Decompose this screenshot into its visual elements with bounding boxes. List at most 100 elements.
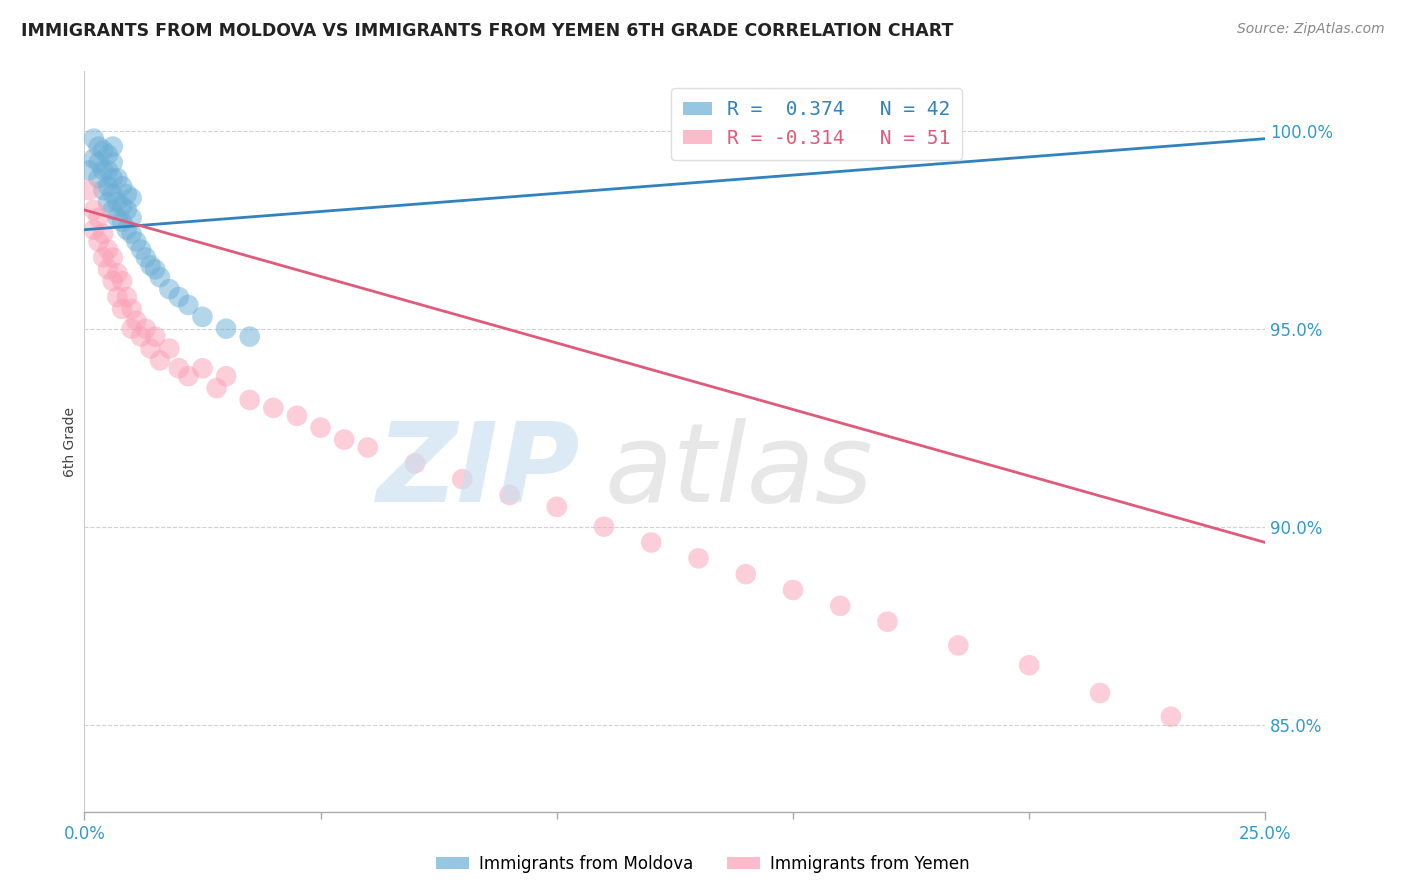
Text: IMMIGRANTS FROM MOLDOVA VS IMMIGRANTS FROM YEMEN 6TH GRADE CORRELATION CHART: IMMIGRANTS FROM MOLDOVA VS IMMIGRANTS FR… <box>21 22 953 40</box>
Point <box>87 211 110 225</box>
Y-axis label: 6th Grade: 6th Grade <box>63 407 77 476</box>
Point <box>87 171 110 186</box>
Point <box>191 310 214 324</box>
Point <box>734 567 756 582</box>
Point <box>125 235 148 249</box>
Point <box>115 187 138 202</box>
Point <box>97 243 120 257</box>
Point <box>115 290 138 304</box>
Point <box>91 251 114 265</box>
Point <box>333 433 356 447</box>
Point <box>97 194 120 209</box>
Point <box>111 215 134 229</box>
Point <box>107 194 129 209</box>
Text: Source: ZipAtlas.com: Source: ZipAtlas.com <box>1237 22 1385 37</box>
Point <box>97 147 120 161</box>
Point <box>121 191 143 205</box>
Point <box>91 163 114 178</box>
Point <box>107 171 129 186</box>
Point <box>87 139 110 153</box>
Point <box>239 392 262 407</box>
Point <box>97 163 120 178</box>
Point <box>498 488 520 502</box>
Point <box>157 342 180 356</box>
Point <box>215 369 238 384</box>
Point <box>111 301 134 316</box>
Point <box>451 472 474 486</box>
Point <box>309 420 332 434</box>
Text: ZIP: ZIP <box>377 417 581 524</box>
Point <box>149 270 172 285</box>
Point <box>91 227 114 241</box>
Point <box>91 144 114 158</box>
Point <box>143 329 166 343</box>
Point <box>177 298 200 312</box>
Point <box>129 243 152 257</box>
Point <box>129 329 152 343</box>
Point <box>593 519 616 533</box>
Point <box>111 179 134 194</box>
Point <box>640 535 662 549</box>
Point <box>121 301 143 316</box>
Point <box>215 322 238 336</box>
Point <box>948 639 970 653</box>
Point <box>688 551 710 566</box>
Point <box>101 155 124 169</box>
Point <box>87 155 110 169</box>
Point <box>121 227 143 241</box>
Point <box>77 163 100 178</box>
Point <box>101 139 124 153</box>
Point <box>876 615 898 629</box>
Point <box>262 401 284 415</box>
Point <box>143 262 166 277</box>
Point <box>167 290 190 304</box>
Point <box>135 251 157 265</box>
Point <box>191 361 214 376</box>
Point <box>83 152 105 166</box>
Point <box>121 322 143 336</box>
Point <box>125 314 148 328</box>
Point <box>177 369 200 384</box>
Point <box>830 599 852 613</box>
Point <box>149 353 172 368</box>
Point <box>1088 686 1111 700</box>
Point <box>135 322 157 336</box>
Point <box>1160 709 1182 723</box>
Point <box>87 235 110 249</box>
Point <box>121 211 143 225</box>
Point <box>101 187 124 202</box>
Legend: Immigrants from Moldova, Immigrants from Yemen: Immigrants from Moldova, Immigrants from… <box>429 848 977 880</box>
Point <box>357 441 380 455</box>
Point <box>115 223 138 237</box>
Point <box>91 183 114 197</box>
Point <box>107 266 129 280</box>
Point <box>77 183 100 197</box>
Point <box>101 202 124 217</box>
Point <box>1018 658 1040 673</box>
Point <box>101 251 124 265</box>
Point <box>139 258 162 272</box>
Point <box>83 131 105 145</box>
Point <box>546 500 568 514</box>
Point <box>97 262 120 277</box>
Point <box>285 409 308 423</box>
Text: atlas: atlas <box>605 417 873 524</box>
Point <box>101 274 124 288</box>
Point <box>205 381 228 395</box>
Point <box>782 582 804 597</box>
Point <box>83 202 105 217</box>
Point <box>404 456 426 470</box>
Point <box>111 199 134 213</box>
Point <box>97 179 120 194</box>
Point <box>239 329 262 343</box>
Point <box>111 274 134 288</box>
Point <box>101 171 124 186</box>
Point <box>107 290 129 304</box>
Point <box>115 202 138 217</box>
Point <box>107 211 129 225</box>
Point <box>167 361 190 376</box>
Legend: R =  0.374   N = 42, R = -0.314   N = 51: R = 0.374 N = 42, R = -0.314 N = 51 <box>671 88 962 160</box>
Point <box>157 282 180 296</box>
Point <box>139 342 162 356</box>
Point <box>83 223 105 237</box>
